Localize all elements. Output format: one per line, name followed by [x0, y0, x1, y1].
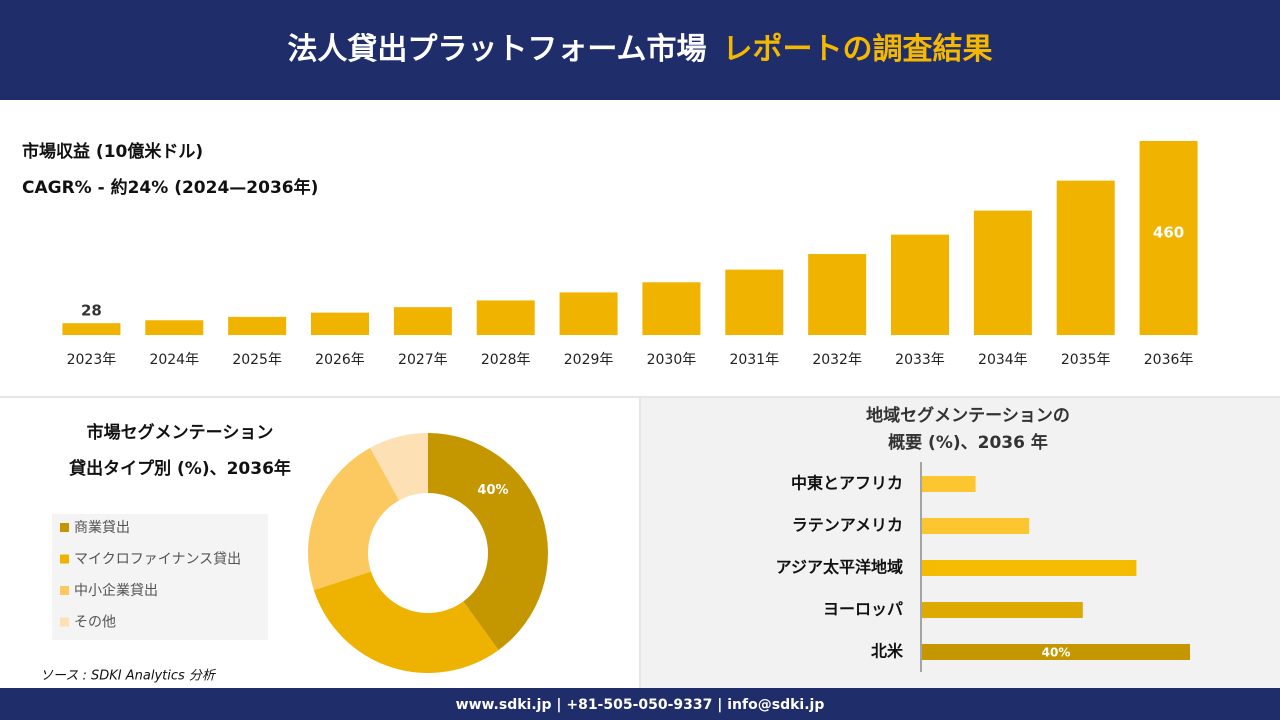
cagr-label: CAGR% - 約24% (2024—2036年) [22, 177, 318, 198]
donut-slice [313, 571, 499, 674]
source: ソース : SDKI Analytics 分析 [40, 669, 217, 684]
chart-title: 市場セグメンテーション [87, 422, 274, 443]
x-tick-label: 2026年 [315, 352, 365, 368]
donut-slice [428, 433, 548, 651]
x-tick-label: 2025年 [232, 352, 282, 368]
y-tick-label: 北米 [871, 642, 904, 661]
x-tick-label: 2031年 [729, 352, 779, 368]
bar [1139, 141, 1198, 335]
header-bar [0, 0, 1280, 100]
legend-label: その他 [74, 615, 116, 631]
y-tick-label: アジア太平洋地域 [776, 558, 903, 577]
legend-swatch [60, 523, 69, 532]
value-label: 28 [81, 302, 102, 320]
bar [891, 234, 949, 335]
footer: www.sdki.jp | +81-505-050-9337 | info@sd… [456, 697, 825, 713]
y-tick-label: 中東とアフリカ [791, 474, 903, 493]
legend-swatch [60, 617, 69, 627]
x-tick-label: 2024年 [149, 352, 199, 368]
x-tick-label: 2032年 [812, 352, 862, 368]
legend-swatch [60, 586, 69, 595]
bar [559, 292, 618, 335]
x-tick-label: 2030年 [647, 352, 697, 368]
x-tick-label: 2036年 [1144, 352, 1194, 368]
title-main: 法人貸出プラットフォーム市場 [287, 32, 706, 67]
legend-label: マイクロファイナンス貸出 [74, 552, 241, 568]
region-panel [641, 398, 1280, 688]
x-tick-label: 2023年 [67, 352, 117, 368]
chart-title: 地域セグメンテーションの [866, 405, 1070, 426]
bar [393, 307, 452, 335]
x-tick-label: 2034年 [978, 352, 1028, 368]
legend-swatch [60, 554, 69, 564]
bar [476, 300, 535, 335]
bar [922, 644, 1190, 660]
y-tick-label: ラテンアメリカ [792, 516, 903, 535]
bar [973, 210, 1032, 335]
donut-slice [370, 433, 428, 501]
x-tick-label: 2027年 [398, 352, 448, 368]
donut-slice [308, 447, 400, 591]
legend-label: 商業貸出 [74, 520, 130, 536]
x-tick-label: 2029年 [564, 352, 614, 368]
bar [922, 518, 1030, 534]
chart-title: 概要 (%)、2036 年 [888, 432, 1048, 453]
value-label: 460 [1153, 224, 1184, 242]
revenue-label: 市場収益 (10億米ドル) [22, 141, 203, 162]
bar [922, 560, 1137, 576]
footer-bar [0, 688, 1280, 720]
bar [62, 323, 121, 335]
bar [311, 312, 369, 335]
y-tick-label: ヨーロッパ [823, 600, 903, 619]
value-label: 40% [1042, 646, 1071, 660]
chart-title: 貸出タイプ別 (%)、2036年 [68, 458, 291, 479]
legend-label: 中小企業貸出 [74, 582, 158, 599]
bar [922, 476, 976, 492]
bar [922, 602, 1083, 618]
bar [808, 254, 867, 335]
title-highlight: レポートの調査結果 [723, 32, 993, 67]
x-tick-label: 2033年 [895, 352, 945, 368]
bar [1056, 180, 1115, 335]
value-label: 40% [477, 483, 508, 498]
x-tick-label: 2035年 [1061, 352, 1111, 368]
x-tick-label: 2028年 [481, 352, 531, 368]
header-title: 法人貸出プラットフォーム市場 レポートの調査結果 [287, 32, 992, 67]
bar [642, 282, 701, 335]
bar [228, 316, 287, 335]
legend-box [52, 514, 268, 640]
bar [725, 269, 784, 335]
bar [145, 320, 204, 335]
